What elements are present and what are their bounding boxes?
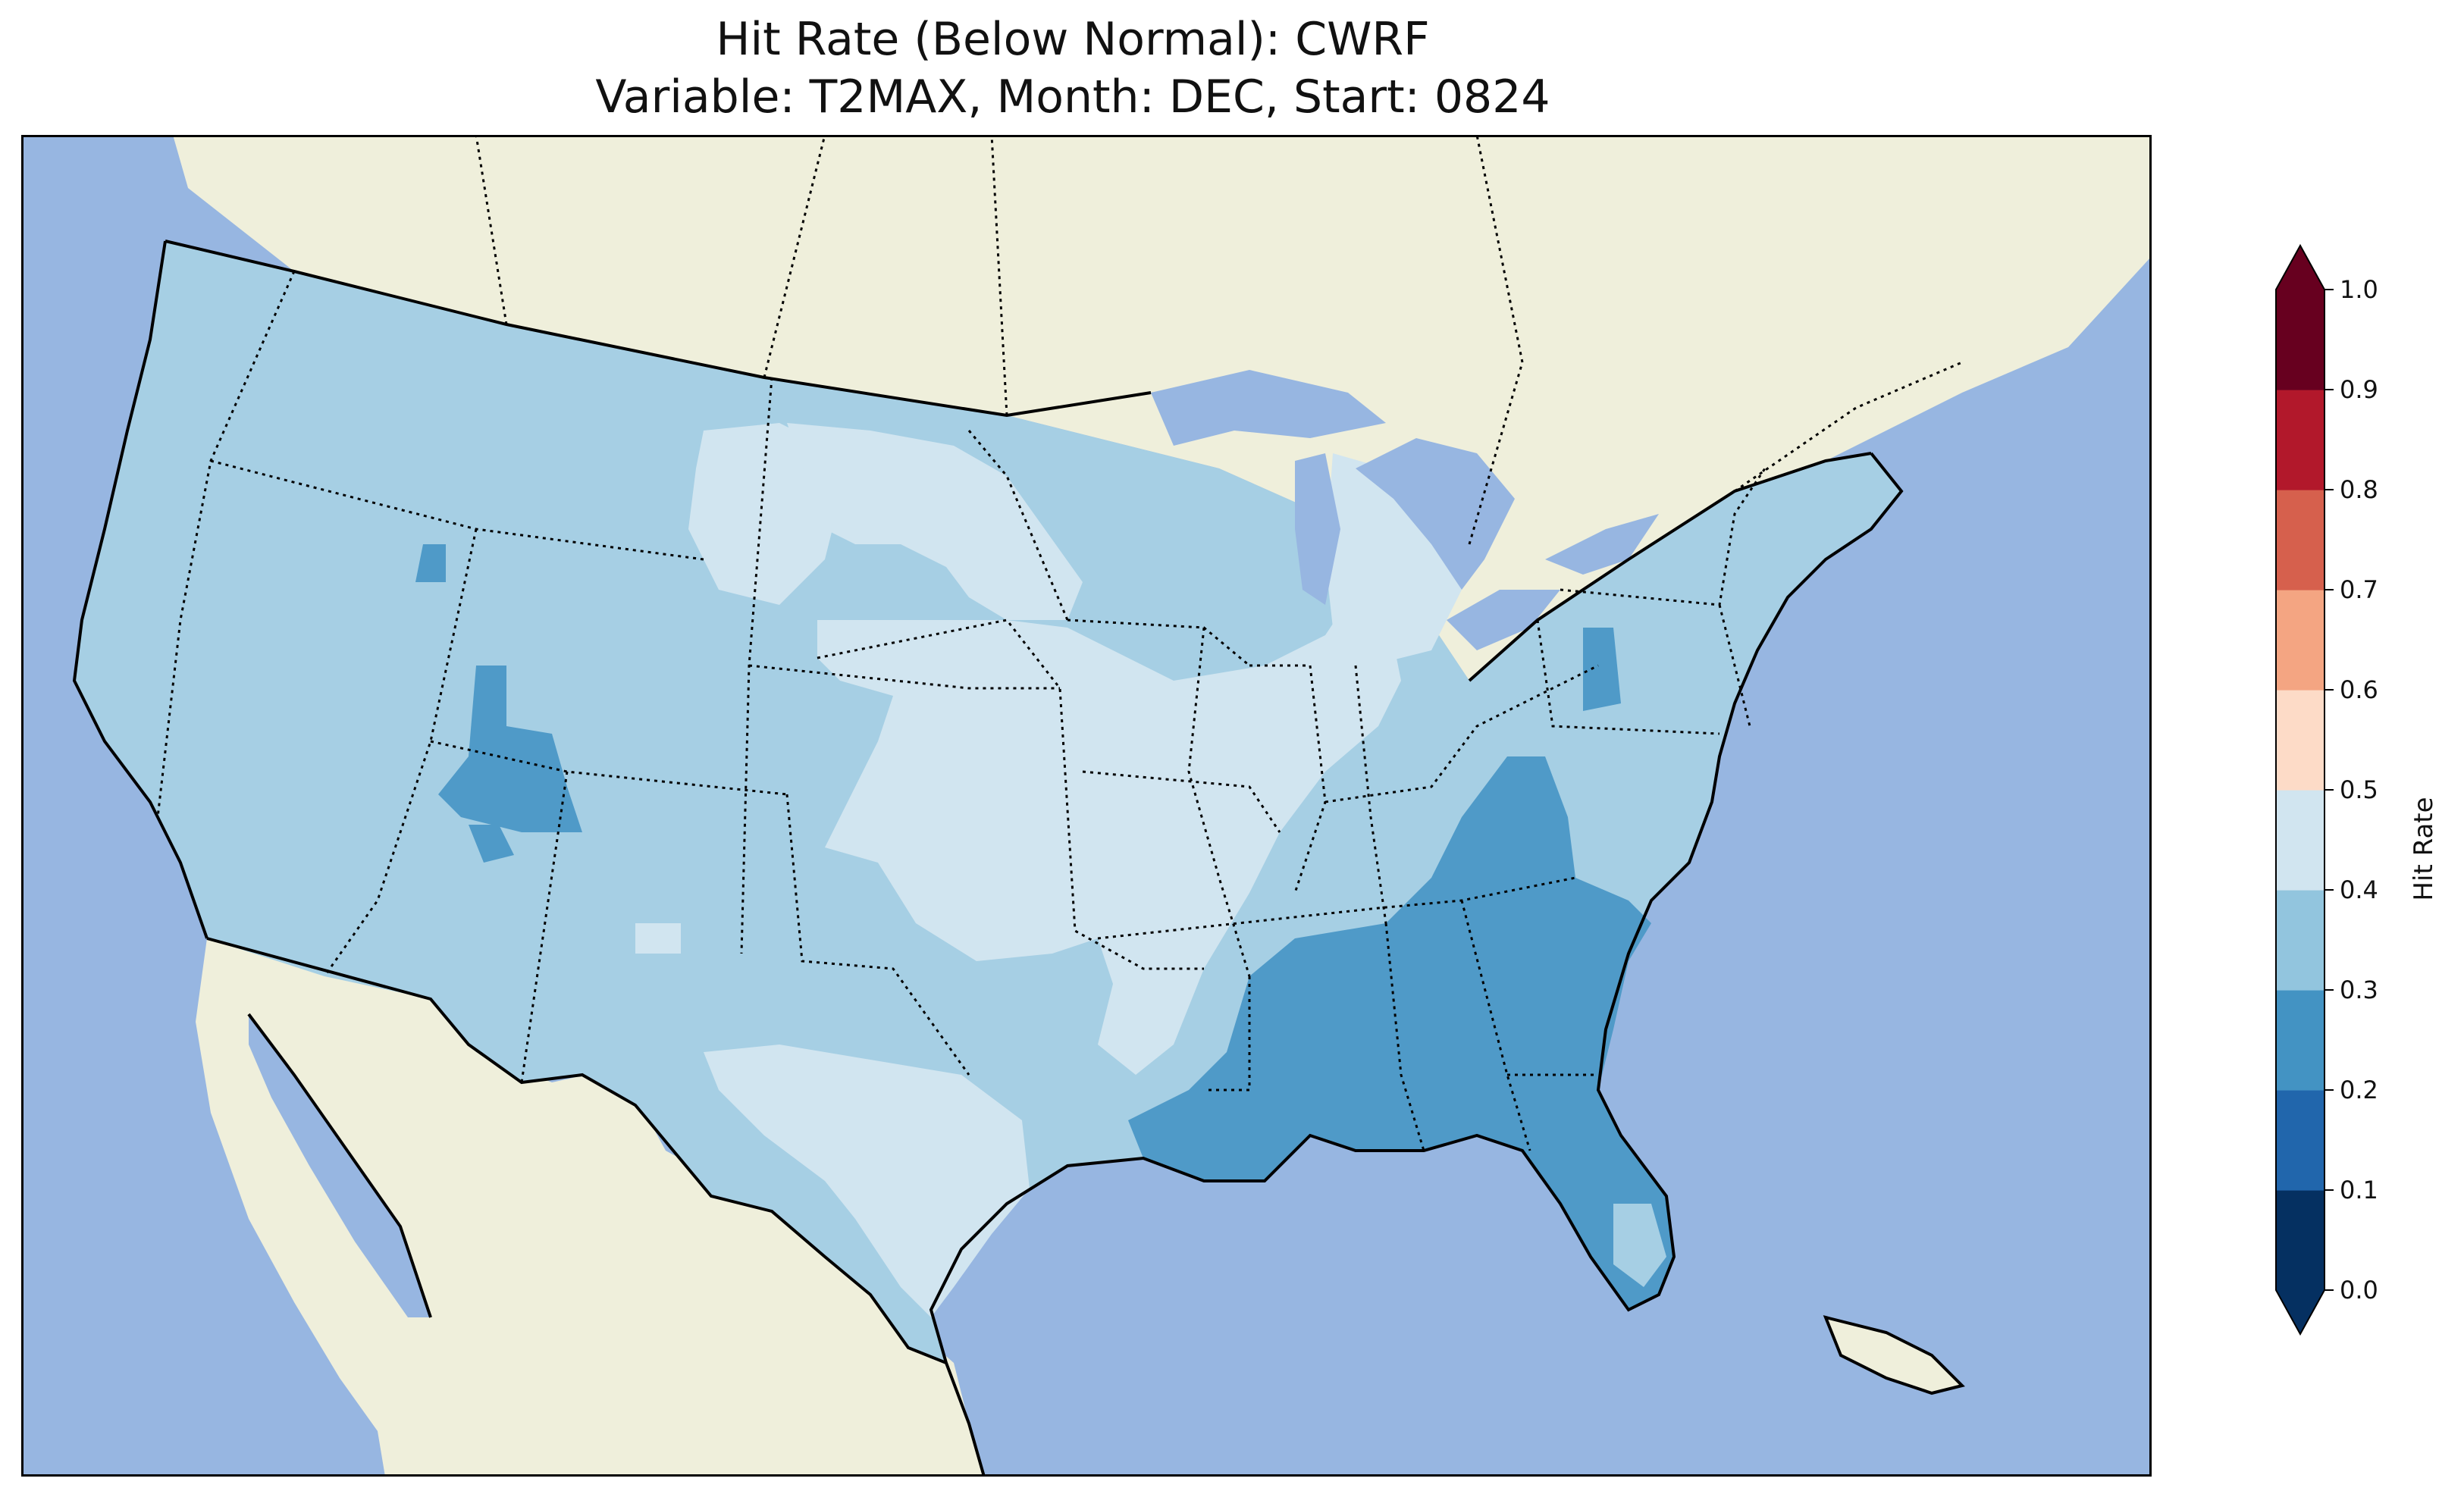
map-title: Hit Rate (Below Normal): CWRF Variable: … xyxy=(0,11,2146,126)
south-florida-mid-rate xyxy=(1613,1204,1666,1287)
colorbar-bin-2 xyxy=(2276,990,2324,1091)
texas-high-rate xyxy=(704,1045,1030,1317)
colorbar-bin-5 xyxy=(2276,690,2324,791)
virginia-low-rate-spot xyxy=(1583,628,1621,711)
colorbar-extend-min xyxy=(2276,1290,2324,1334)
new-mexico-high-rate-spot xyxy=(635,923,681,954)
gulf-of-california xyxy=(249,1014,431,1317)
colorbar-bin-4 xyxy=(2276,790,2324,891)
colorbar-extend-max xyxy=(2276,246,2324,290)
michigan-high-rate xyxy=(1325,453,1462,666)
dakotas-high-rate xyxy=(787,423,1083,620)
colorbar-tick-label: 0.3 xyxy=(2340,976,2378,1004)
colorbar-bin-7 xyxy=(2276,490,2324,590)
colorbar-bin-6 xyxy=(2276,590,2324,691)
canada-province-borders xyxy=(475,135,1963,545)
colorbar-tick-label: 1.0 xyxy=(2340,275,2378,304)
colorbar-bin-8 xyxy=(2276,390,2324,490)
colorbar-bin-1 xyxy=(2276,1090,2324,1191)
country-borders xyxy=(165,240,1152,1364)
map-frame xyxy=(21,135,2152,1477)
mexico-land xyxy=(196,938,984,1477)
colorbar-tick-label: 0.8 xyxy=(2340,475,2378,504)
map-panel xyxy=(21,135,2152,1477)
colorbar-bin-0 xyxy=(2276,1190,2324,1291)
colorbar-tick-label: 0.6 xyxy=(2340,675,2378,704)
colorbar-tick-label: 0.9 xyxy=(2340,375,2378,404)
cuba-land xyxy=(1823,1315,1965,1395)
colorbar-bin-3 xyxy=(2276,890,2324,991)
utah-low-rate-spot xyxy=(438,666,582,832)
title-line-1: Hit Rate (Below Normal): CWRF xyxy=(716,13,1430,66)
colorbar-body xyxy=(2275,243,2325,1336)
colorbar-bin-9 xyxy=(2276,290,2324,390)
colorbar: 0.0 0.1 0.2 0.3 0.4 0.5 0.6 0.7 0.8 0.9 1.0 Hit Ra… xyxy=(2275,243,2439,1336)
colorbar-tick-label: 0.2 xyxy=(2340,1076,2378,1104)
colorbar-tick-label: 0.7 xyxy=(2340,575,2378,604)
title-line-2: Variable: T2MAX, Month: DEC, Start: 0824 xyxy=(595,70,1550,124)
central-corridor-high-rate xyxy=(817,590,1401,1075)
northern-plains-high-rate xyxy=(688,423,840,605)
colorbar-label: Hit Rate xyxy=(2409,797,2439,900)
colorbar-tick-label: 0.0 xyxy=(2340,1276,2378,1305)
colorbar-tick-label: 0.1 xyxy=(2340,1176,2378,1204)
colorbar-tick-label: 0.4 xyxy=(2340,875,2378,904)
coastlines xyxy=(72,240,1904,1477)
state-borders xyxy=(156,271,1766,1151)
colorbar-ticks: 0.0 0.1 0.2 0.3 0.4 0.5 0.6 0.7 0.8 0.9 1.0 xyxy=(2324,275,2378,1305)
colorbar-tick-label: 0.5 xyxy=(2340,775,2378,804)
nevada-low-rate-spot xyxy=(415,544,446,582)
great-lakes xyxy=(1151,370,1659,650)
arizona-low-rate-spot xyxy=(469,825,514,863)
